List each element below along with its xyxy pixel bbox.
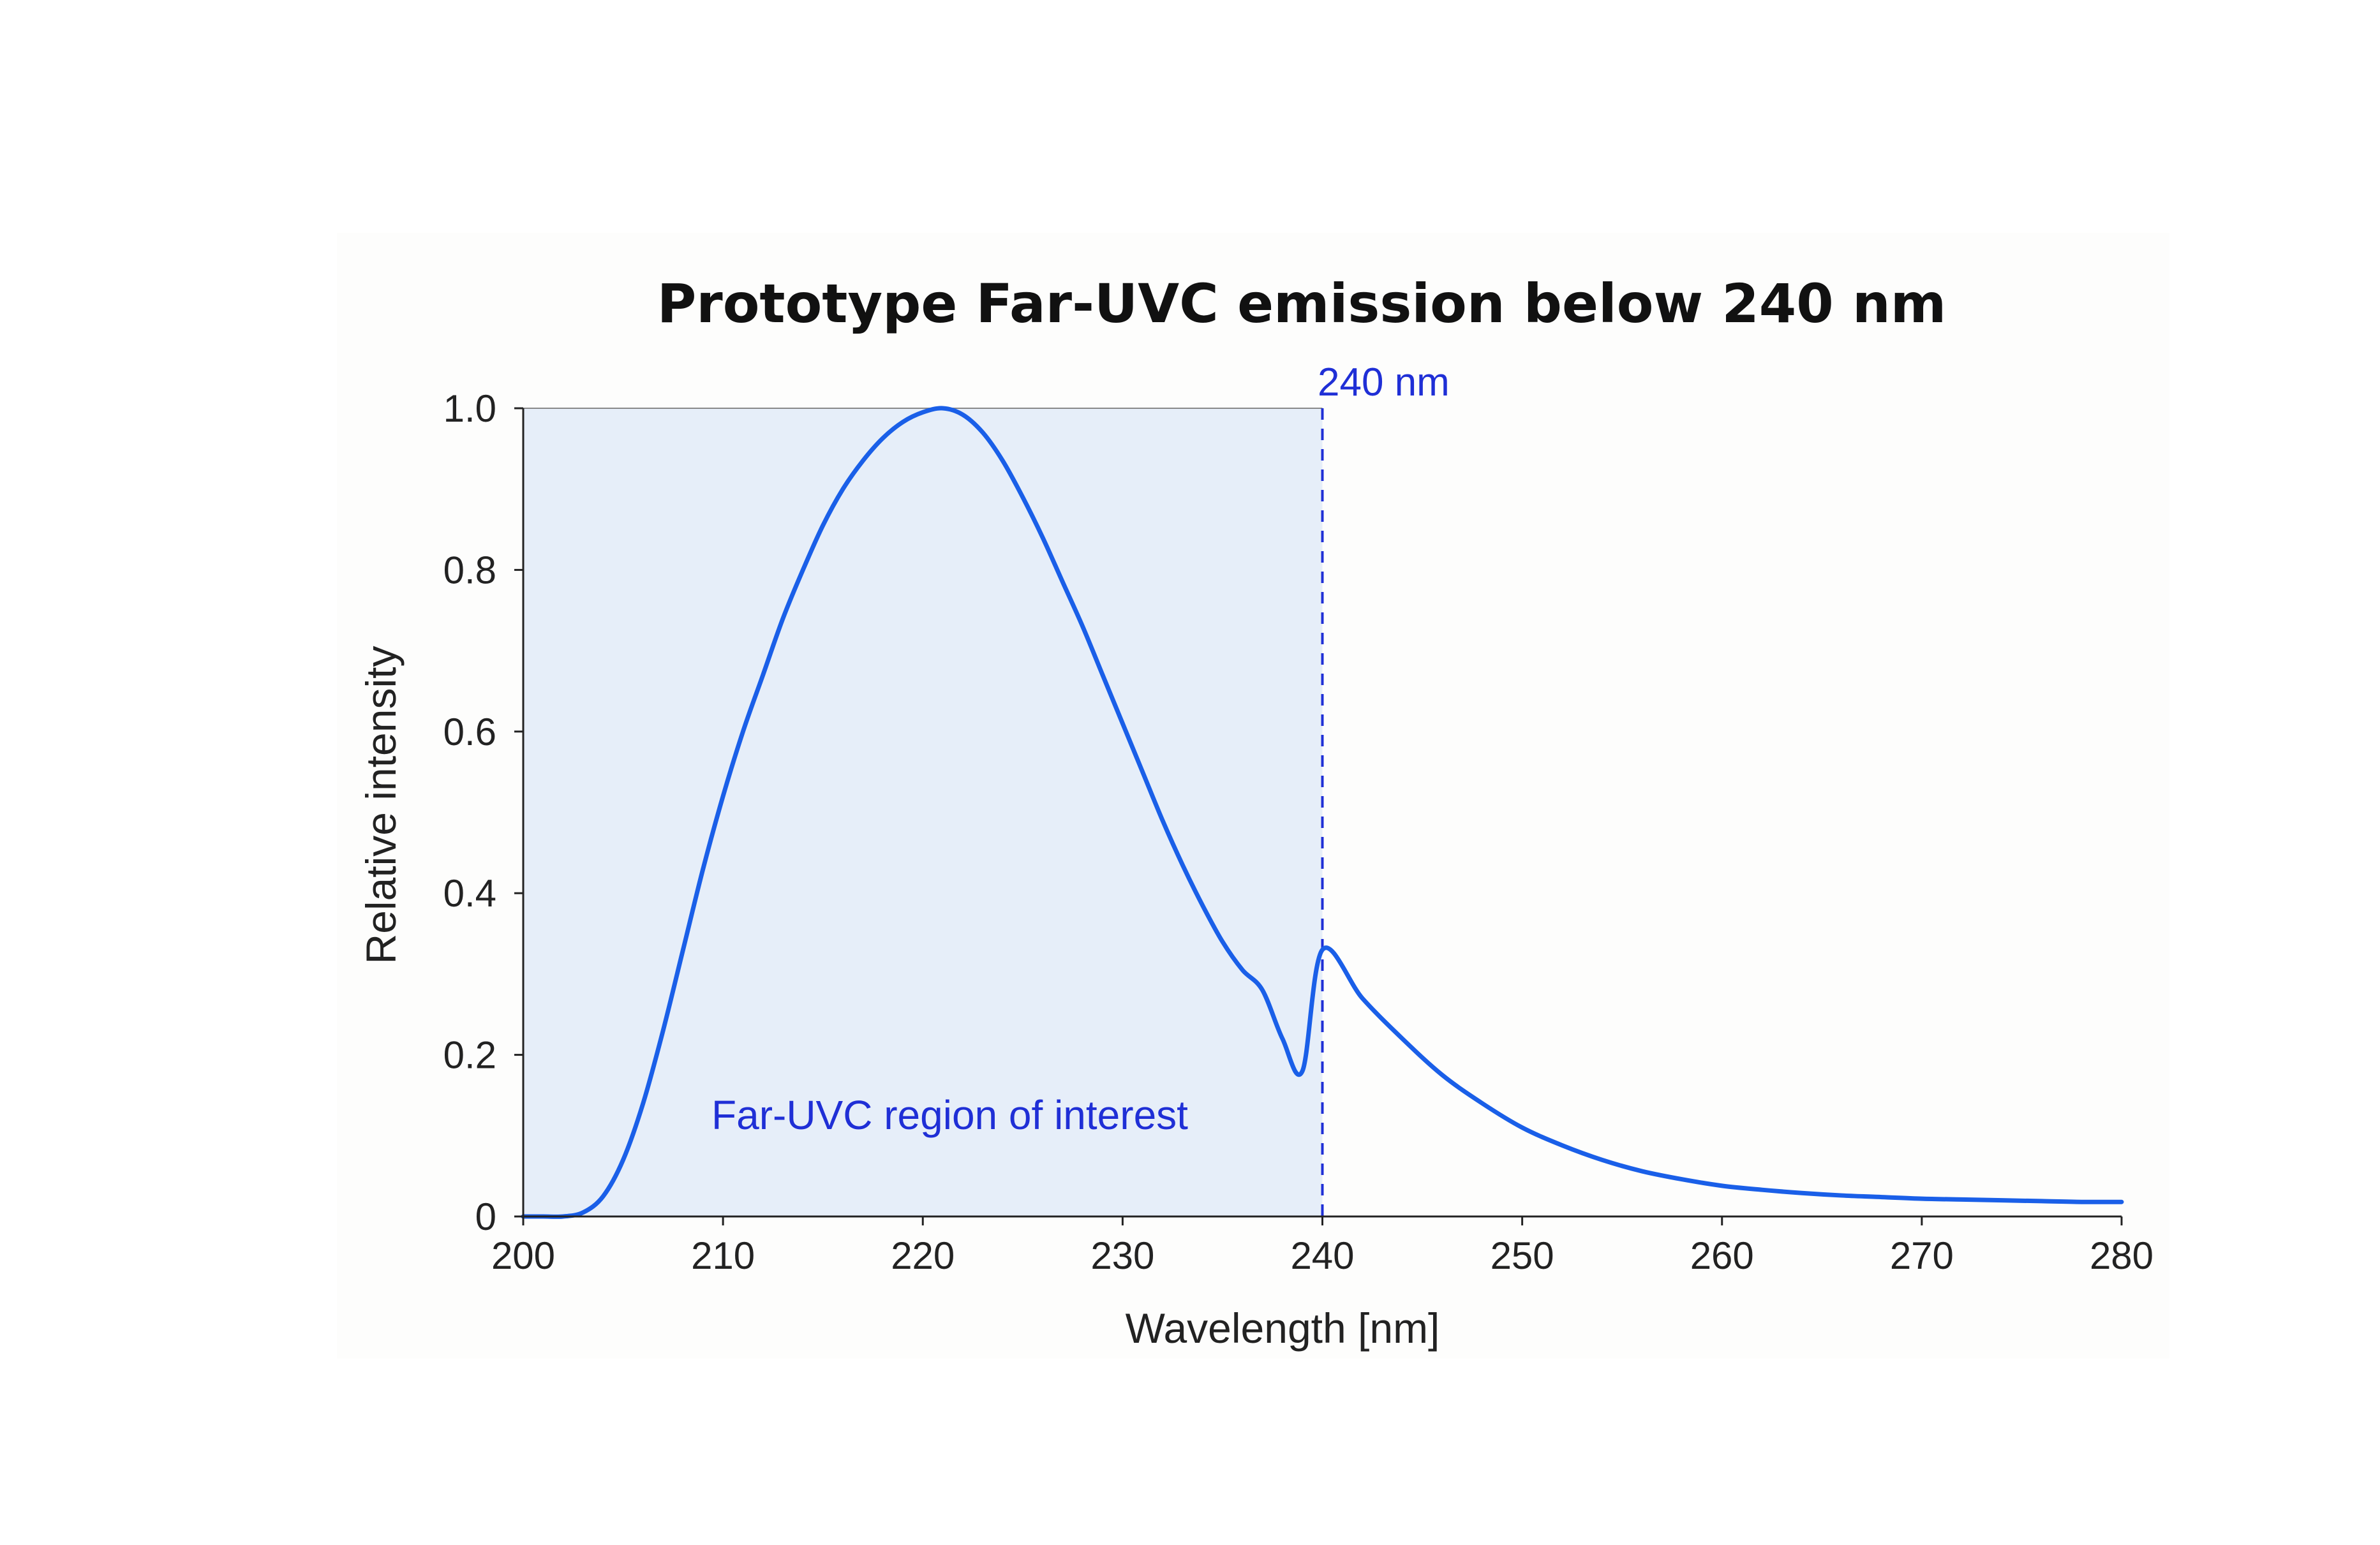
x-tick-label: 210 bbox=[691, 1234, 755, 1277]
threshold-label: 240 nm bbox=[1318, 360, 1450, 404]
chart-title: Prototype Far-UVC emission below 240 nm bbox=[657, 272, 1947, 335]
y-axis-label: Relative intensity bbox=[357, 646, 405, 965]
y-tick-label: 1.0 bbox=[443, 387, 496, 430]
far-uvc-region bbox=[523, 408, 1323, 1216]
x-tick-label: 230 bbox=[1090, 1234, 1154, 1277]
y-tick-label: 0.2 bbox=[443, 1034, 496, 1077]
x-tick-label: 240 bbox=[1290, 1234, 1354, 1277]
y-tick-label: 0.4 bbox=[443, 872, 496, 915]
x-axis-label: Wavelength [nm] bbox=[1126, 1305, 1440, 1352]
x-tick-label: 200 bbox=[491, 1234, 555, 1277]
x-tick-label: 250 bbox=[1491, 1234, 1554, 1277]
x-tick-label: 220 bbox=[891, 1234, 955, 1277]
emission-curve bbox=[521, 406, 2124, 1219]
y-tick-label: 0 bbox=[475, 1195, 496, 1238]
x-tick-label: 280 bbox=[2090, 1234, 2153, 1277]
y-tick-label: 0.6 bbox=[443, 711, 496, 753]
x-tick-label: 270 bbox=[1890, 1234, 1954, 1277]
region-label: Far-UVC region of interest bbox=[711, 1092, 1188, 1138]
x-ticks: 200 210 220 230 240 250 260 270 280 bbox=[491, 1216, 2153, 1277]
y-tick-label: 0.8 bbox=[443, 549, 496, 591]
y-ticks: 0 0.2 0.4 0.6 0.8 1.0 bbox=[443, 387, 523, 1238]
x-tick-label: 260 bbox=[1690, 1234, 1754, 1277]
